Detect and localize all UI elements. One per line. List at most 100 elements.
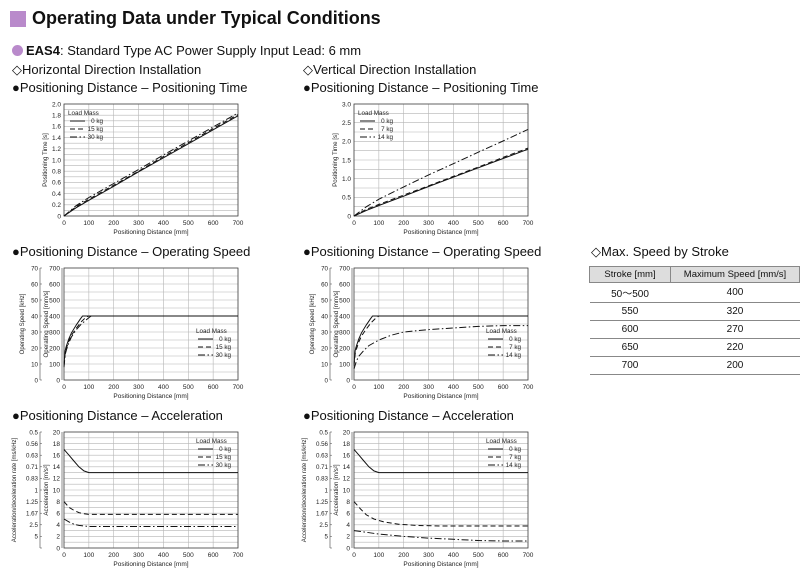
- y2-tick-label: 0.71: [316, 464, 329, 471]
- x-tick-label: 100: [373, 384, 384, 391]
- y2-tick-label: 5: [325, 534, 329, 541]
- x-tick-label: 200: [108, 384, 119, 391]
- legend-label: 7 kg: [509, 454, 521, 461]
- series-line-0kg: [63, 449, 238, 474]
- y-tick-label: 14: [53, 464, 61, 471]
- x-tick-label: 0: [352, 220, 356, 227]
- chart-title-v-time: ●Positioning Distance – Positioning Time: [303, 80, 539, 95]
- x-tick-label: 500: [183, 552, 194, 559]
- y2-tick-label: 0.56: [316, 441, 329, 448]
- series-line-30kg: [63, 518, 238, 527]
- legend-title: Load Mass: [486, 328, 517, 335]
- legend-title: Load Mass: [196, 328, 227, 335]
- stroke-cell: 600: [589, 320, 671, 339]
- y2-tick-label: 0: [35, 377, 39, 384]
- x-tick-label: 300: [133, 552, 144, 559]
- y2-tick-label: 60: [321, 281, 328, 288]
- y2-tick-label: 0.5: [29, 429, 38, 436]
- x-tick-label: 400: [448, 384, 459, 391]
- y-tick-label: 0.6: [52, 180, 61, 187]
- y2-tick-label: 0.63: [316, 453, 329, 460]
- series-line-0kg: [63, 115, 239, 217]
- y-tick-label: 700: [339, 265, 350, 272]
- page-title: Operating Data under Typical Conditions: [10, 8, 381, 29]
- series-line-14kg: [353, 530, 528, 542]
- y-axis-title: Positioning Time [s]: [332, 133, 339, 187]
- y-tick-label: 8: [346, 499, 350, 506]
- gridlines: [353, 267, 529, 381]
- legend-label: 30 kg: [216, 352, 232, 359]
- series-line-30kg: [63, 315, 238, 368]
- y-tick-label: 300: [49, 329, 60, 336]
- stroke-cell: 700: [589, 356, 671, 375]
- y-tick-label: 600: [339, 281, 350, 288]
- legend-label: 15 kg: [216, 344, 232, 351]
- y2-tick-label: 70: [31, 265, 38, 272]
- y2-axis-title: Operating Speed [kHz]: [20, 293, 26, 354]
- y-tick-label: 18: [343, 441, 351, 448]
- x-tick-label: 0: [62, 552, 66, 559]
- y-tick-label: 0.5: [342, 195, 351, 202]
- y2-tick-label: 20: [31, 345, 38, 352]
- y-tick-label: 600: [49, 281, 60, 288]
- x-tick-label: 600: [498, 220, 509, 227]
- x-tick-label: 600: [208, 220, 219, 227]
- legend-title: Load Mass: [68, 110, 99, 117]
- max-speed-table: Stroke [mm] Maximum Speed [mm/s] 50～500 4…: [589, 266, 800, 375]
- header-max-speed: Maximum Speed [mm/s]: [670, 266, 800, 283]
- y2-tick-label: 40: [31, 313, 38, 320]
- y2-tick-label: 70: [321, 265, 328, 272]
- x-tick-label: 400: [158, 384, 169, 391]
- x-tick-label: 600: [498, 552, 509, 559]
- y2-tick-label: 50: [321, 297, 328, 304]
- x-tick-label: 0: [62, 384, 66, 391]
- x-tick-label: 500: [183, 384, 194, 391]
- y-tick-label: 500: [49, 297, 60, 304]
- y2-tick-label: 1: [35, 487, 39, 494]
- y-tick-label: 300: [339, 329, 350, 336]
- x-tick-label: 500: [473, 552, 484, 559]
- x-tick-label: 600: [208, 552, 219, 559]
- x-tick-label: 700: [523, 384, 534, 391]
- x-tick-label: 200: [398, 384, 409, 391]
- x-tick-label: 700: [233, 552, 244, 559]
- y2-tick-label: 1.25: [316, 499, 329, 506]
- legend-label: 14 kg: [506, 352, 522, 359]
- series-line-15kg: [63, 114, 239, 217]
- y2-axis-title: Acceleration/deceleration rate [ms/kHz]: [12, 437, 18, 542]
- y-tick-label: 1.8: [52, 113, 61, 120]
- y-tick-label: 12: [53, 476, 61, 483]
- legend-label: 0 kg: [509, 446, 521, 453]
- y-tick-label: 4: [56, 522, 60, 529]
- y-tick-label: 4: [346, 522, 350, 529]
- y2-tick-label: 0.83: [316, 476, 329, 483]
- plot-frame: [353, 431, 529, 549]
- gridlines: [353, 103, 529, 217]
- x-tick-label: 100: [83, 552, 94, 559]
- y-tick-label: 1.5: [342, 157, 351, 164]
- y-tick-label: 20: [343, 429, 351, 436]
- y-tick-label: 6: [56, 511, 60, 518]
- speed-cell: 270: [670, 320, 800, 339]
- legend-label: 30 kg: [216, 462, 232, 469]
- y-axis-title: Positioning Time [s]: [42, 133, 49, 187]
- y2-tick-label: 10: [31, 361, 38, 368]
- x-axis-title: Positioning Distance [mm]: [113, 561, 188, 568]
- product-subtitle: EAS4 : Standard Type AC Power Supply Inp…: [12, 43, 361, 58]
- y2-tick-label: 0.63: [26, 453, 39, 460]
- y2-tick-label: 2.5: [319, 522, 328, 529]
- chart-title-h-acc: ●Positioning Distance – Acceleration: [12, 408, 223, 423]
- chart-h-acc: 0 100 200 300 400 500 600 700 0 2 4 6 8 10 12 14 16 18 20 5…: [12, 429, 244, 568]
- y-tick-label: 0.2: [52, 202, 61, 209]
- x-axis-title: Positioning Distance [mm]: [113, 393, 188, 400]
- x-tick-label: 200: [398, 552, 409, 559]
- legend-label: 14 kg: [378, 134, 394, 141]
- chart-v-acc: 0 100 200 300 400 500 600 700 0 2 4 6 8 10 12 14 16 18 20 5…: [302, 429, 534, 568]
- series-line-0kg: [353, 148, 529, 217]
- series-line-0kg: [63, 315, 238, 365]
- page-title-text: Operating Data under Typical Conditions: [32, 8, 381, 28]
- chart-v-speed: 0 100 200 300 400 500 600 700010020030040050060…: [310, 265, 534, 400]
- chart-title-v-acc: ●Positioning Distance – Acceleration: [303, 408, 514, 423]
- legend-label: 15 kg: [216, 454, 232, 461]
- y-tick-label: 16: [343, 453, 351, 460]
